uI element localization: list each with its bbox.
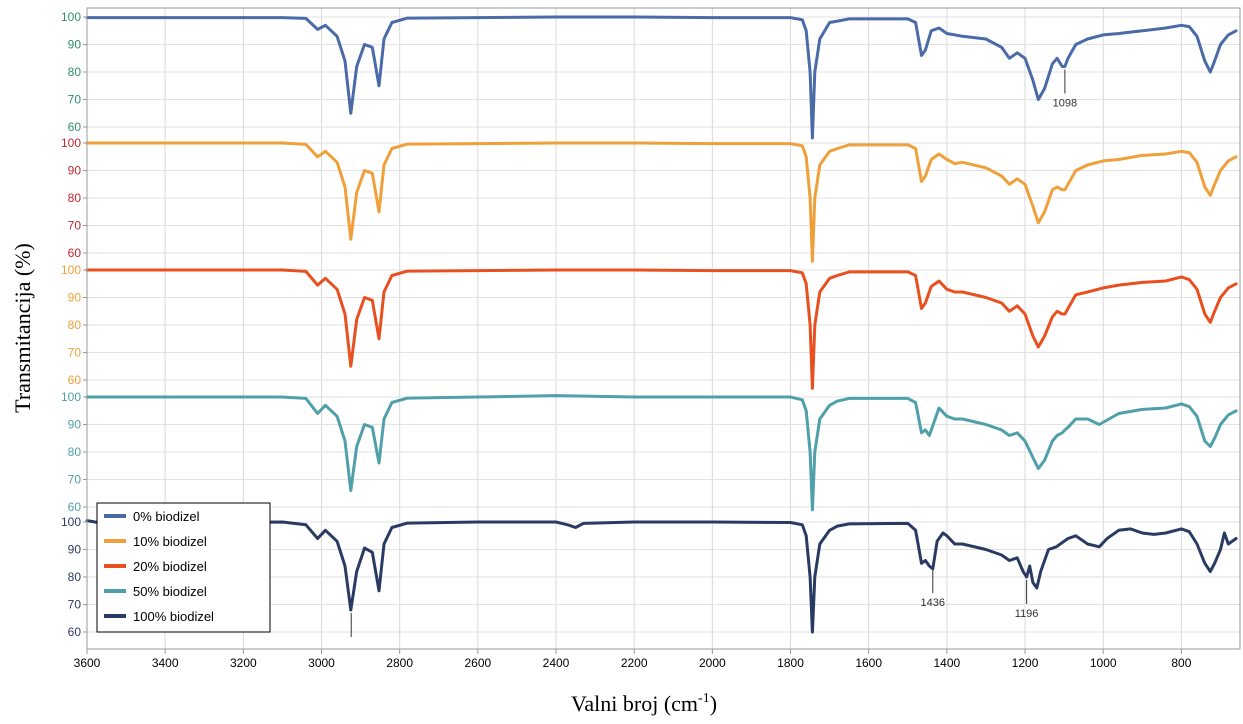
x-tick-label: 1000	[1090, 656, 1117, 670]
x-tick-label: 3000	[308, 656, 335, 670]
annotation-label: 1196	[1015, 608, 1039, 620]
y-tick-label: 70	[68, 219, 82, 233]
y-tick-label: 100	[61, 263, 81, 277]
x-tick-label: 2000	[699, 656, 726, 670]
y-tick-label: 70	[68, 473, 82, 487]
x-tick-label: 3400	[152, 656, 179, 670]
series-line-2	[85, 268, 1238, 390]
x-tick-label: 2400	[543, 656, 570, 670]
y-tick-label: 70	[68, 93, 82, 107]
y-tick-label: 80	[68, 570, 82, 584]
legend-label: 10% biodizel	[133, 534, 207, 549]
y-tick-label: 70	[68, 598, 82, 612]
x-tick-label: 2600	[464, 656, 491, 670]
y-tick-label: 90	[68, 164, 82, 178]
y-tick-label: 100	[61, 136, 81, 150]
series-line-0	[85, 15, 1238, 140]
x-tick-label: 1200	[1012, 656, 1039, 670]
y-tick-label: 80	[68, 318, 82, 332]
x-tick-label: 2200	[621, 656, 648, 670]
x-axis-title-sup: -1	[698, 691, 710, 706]
x-tick-label: 2800	[386, 656, 413, 670]
plot-frame	[86, 7, 1241, 650]
y-tick-label: 100	[61, 390, 81, 404]
annotation-label: 1098	[1053, 98, 1077, 110]
x-tick-label: 1600	[855, 656, 882, 670]
legend-label: 50% biodizel	[133, 584, 207, 599]
y-tick-label: 100	[61, 515, 81, 529]
y-tick-label: 80	[68, 191, 82, 205]
y-tick-label: 80	[68, 445, 82, 459]
annotation-label: 1436	[921, 597, 945, 609]
series-line-4	[85, 519, 1238, 634]
y-tick-label: 60	[68, 373, 82, 387]
y-tick-label: 90	[68, 418, 82, 432]
y-tick-label: 90	[68, 543, 82, 557]
legend-label: 0% biodizel	[133, 509, 200, 524]
x-tick-label: 3600	[74, 656, 101, 670]
series-line-3	[85, 394, 1238, 512]
y-tick-label: 60	[68, 625, 82, 639]
legend: 0% biodizel 10% biodizel 20% biodizel 50% b…	[96, 502, 271, 633]
y-tick-label: 80	[68, 65, 82, 79]
y-tick-labels: 1009080706010090807060100908070601009080…	[61, 10, 87, 639]
series-line-1	[85, 141, 1238, 263]
y-tick-label: 90	[68, 291, 82, 305]
x-axis-title-main: Valni broj (cm	[571, 691, 698, 716]
x-tick-label: 1800	[777, 656, 804, 670]
spectra-layer	[85, 15, 1238, 634]
y-tick-label: 60	[68, 246, 82, 260]
x-tick-label: 1400	[934, 656, 961, 670]
x-tick-labels: 3600 3400 3200 3000 2800 2600 2400 2200 2000 1800…	[74, 649, 1192, 670]
x-axis-title-end: )	[710, 691, 717, 716]
x-axis-title: Valni broj (cm-1)	[571, 691, 717, 716]
peak-annotations: 1098 1436 1196	[350, 69, 1077, 637]
x-tick-label: 800	[1171, 656, 1191, 670]
y-tick-label: 90	[68, 38, 82, 52]
y-tick-label: 70	[68, 346, 82, 360]
y-tick-label: 100	[61, 10, 81, 24]
legend-label: 20% biodizel	[133, 559, 207, 574]
x-tick-label: 3200	[230, 656, 257, 670]
legend-label: 100% biodizel	[133, 609, 214, 624]
y-axis-title: Transmitancija (%)	[10, 243, 35, 413]
y-tick-label: 60	[68, 500, 82, 514]
y-tick-label: 60	[68, 120, 82, 134]
